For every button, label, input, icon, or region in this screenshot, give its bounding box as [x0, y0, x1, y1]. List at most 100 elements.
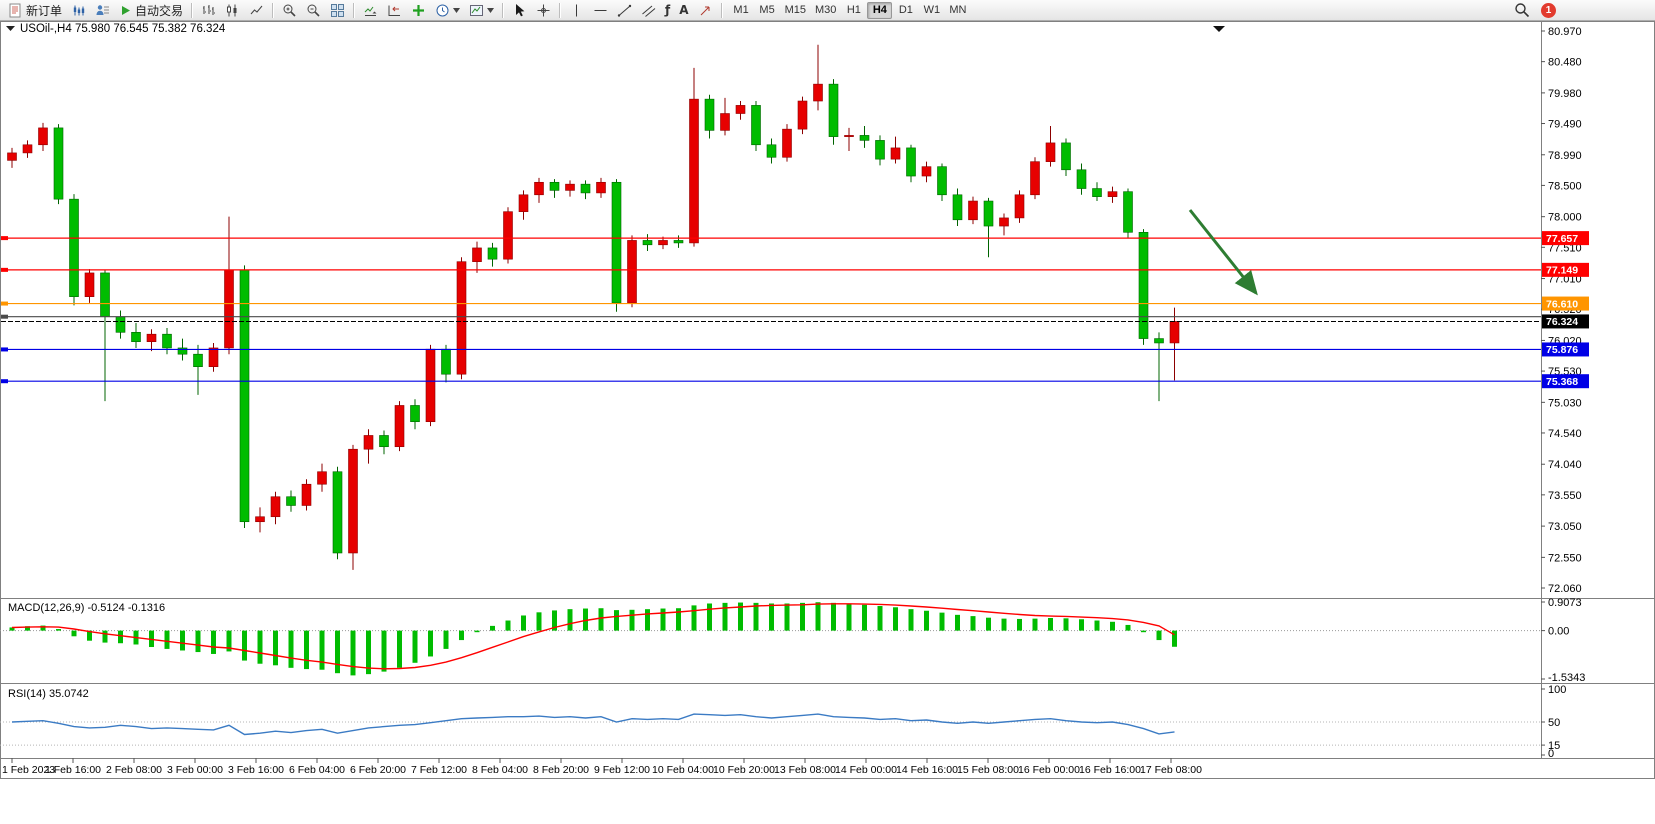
- timeframe-h1[interactable]: H1: [841, 2, 866, 19]
- vertical-line-button[interactable]: [565, 1, 588, 20]
- toolbar-separator: [502, 2, 505, 18]
- candlestick-chart-icon: [227, 4, 237, 16]
- svg-text:15: 15: [1548, 740, 1560, 752]
- macd-signal-line: [11, 603, 1175, 670]
- svg-text:1 Feb 16:00: 1 Feb 16:00: [45, 764, 101, 776]
- svg-text:-1.5343: -1.5343: [1548, 672, 1585, 684]
- svg-text:74.040: 74.040: [1548, 459, 1582, 471]
- indicators-button[interactable]: [407, 1, 430, 20]
- hline-77.149[interactable]: 77.149: [1, 262, 1589, 277]
- svg-text:79.490: 79.490: [1548, 119, 1582, 131]
- current-price-line: 76.324: [1, 314, 1589, 329]
- svg-text:75.030: 75.030: [1548, 397, 1582, 409]
- svg-text:72.060: 72.060: [1548, 583, 1582, 595]
- hline-77.657[interactable]: 77.657: [1, 231, 1589, 246]
- svg-text:76.324: 76.324: [1546, 316, 1578, 328]
- hline-75.368[interactable]: 75.368: [1, 374, 1589, 389]
- macd-pane: 0.9073 0.00 -1.5343 MACD(12,26,9) -0.5124 -…: [0, 597, 1585, 684]
- toolbar-separator: [191, 2, 194, 18]
- timeframe-toolbar: M1 M5 M15 M30 H1 H4 D1 W1 MN: [729, 1, 971, 19]
- svg-text:10 Feb 20:00: 10 Feb 20:00: [713, 764, 775, 776]
- svg-text:1 Feb 2023: 1 Feb 2023: [2, 764, 55, 776]
- search-button[interactable]: [1510, 1, 1534, 20]
- candlestick-chart-button[interactable]: [221, 1, 244, 20]
- tile-windows-button[interactable]: [326, 1, 349, 20]
- timeframe-m5[interactable]: M5: [755, 2, 780, 19]
- svg-text:73.050: 73.050: [1548, 521, 1582, 533]
- fibonacci-button[interactable]: ƒ: [661, 1, 674, 20]
- template-chart-icon: [470, 4, 484, 16]
- svg-text:78.500: 78.500: [1548, 180, 1582, 192]
- crosshair-button[interactable]: [532, 1, 555, 20]
- periods-button[interactable]: [431, 1, 464, 20]
- cursor-button[interactable]: [508, 1, 531, 20]
- toolbar: 新订单 自动交易: [0, 0, 1655, 21]
- timeframe-m1[interactable]: M1: [729, 2, 754, 19]
- svg-text:100: 100: [1548, 684, 1566, 696]
- svg-text:72.550: 72.550: [1548, 552, 1582, 564]
- trend-arrow[interactable]: [1188, 209, 1258, 296]
- svg-text:9 Feb 12:00: 9 Feb 12:00: [594, 764, 650, 776]
- templates-button[interactable]: [465, 1, 498, 20]
- chart-shift-button[interactable]: [383, 1, 406, 20]
- search-icon: [1515, 3, 1530, 18]
- svg-text:13 Feb 08:00: 13 Feb 08:00: [774, 764, 836, 776]
- dropdown-caret-icon: [453, 7, 461, 13]
- trendline-icon: [617, 4, 632, 17]
- scroll-end-marker[interactable]: [1213, 26, 1225, 32]
- svg-text:6 Feb 20:00: 6 Feb 20:00: [350, 764, 406, 776]
- charts-window-button[interactable]: [67, 1, 90, 20]
- toolbar-separator: [720, 2, 723, 18]
- toolbar-separator: [272, 2, 275, 18]
- svg-text:0.00: 0.00: [1548, 626, 1569, 638]
- svg-text:79.980: 79.980: [1548, 88, 1582, 100]
- timeframe-d1[interactable]: D1: [893, 2, 918, 19]
- chart-canvas[interactable]: 80.970 80.480 79.980 79.490 78.990 78.500 78.0…: [0, 21, 1655, 824]
- channel-button[interactable]: [637, 1, 660, 20]
- svg-text:77.510: 77.510: [1548, 242, 1582, 254]
- indicators-plus-icon: [413, 4, 425, 16]
- svg-text:8 Feb 20:00: 8 Feb 20:00: [533, 764, 589, 776]
- timeframe-w1[interactable]: W1: [919, 2, 944, 19]
- new-order-button[interactable]: 新订单: [4, 1, 66, 20]
- notification-badge[interactable]: 1: [1541, 2, 1556, 18]
- chart-window-icon: [73, 5, 85, 15]
- svg-text:15 Feb 08:00: 15 Feb 08:00: [957, 764, 1019, 776]
- new-order-icon: [9, 3, 21, 17]
- arrow-tool-icon: [700, 6, 710, 15]
- toolbar-separator: [559, 2, 562, 18]
- vertical-line-icon: [576, 4, 578, 16]
- hline-76.610[interactable]: 76.610: [1, 296, 1589, 311]
- auto-scroll-button[interactable]: [359, 1, 382, 20]
- timeframe-m30[interactable]: M30: [811, 2, 840, 19]
- tile-windows-icon: [331, 3, 345, 17]
- trendline-button[interactable]: [613, 1, 636, 20]
- arrows-tool-button[interactable]: [694, 1, 717, 20]
- svg-text:6 Feb 04:00: 6 Feb 04:00: [289, 764, 345, 776]
- horizontal-line-button[interactable]: [589, 1, 612, 20]
- timeframe-h4[interactable]: H4: [867, 1, 893, 19]
- svg-text:14 Feb 16:00: 14 Feb 16:00: [896, 764, 958, 776]
- zoom-out-button[interactable]: [302, 1, 325, 20]
- hline-76.4[interactable]: [1, 314, 1541, 319]
- auto-trading-button[interactable]: 自动交易: [115, 1, 187, 20]
- zoom-in-button[interactable]: [278, 1, 301, 20]
- dropdown-caret-icon: [487, 7, 495, 13]
- line-chart-button[interactable]: [245, 1, 268, 20]
- auto-trading-label: 自动交易: [135, 3, 184, 18]
- rsi-label: RSI(14) 35.0742: [8, 688, 89, 700]
- market-watch-icon: [96, 4, 110, 15]
- chart-title: USOil-,H4 75.980 76.545 75.382 76.324: [6, 23, 226, 35]
- timeframe-mn[interactable]: MN: [945, 2, 970, 19]
- rsi-line: [11, 713, 1175, 736]
- text-tool-button[interactable]: A: [675, 1, 692, 20]
- hline-75.876[interactable]: 75.876: [1, 342, 1589, 357]
- svg-text:78.000: 78.000: [1548, 212, 1582, 224]
- market-watch-button[interactable]: [91, 1, 114, 20]
- toolbar-separator: [353, 2, 356, 18]
- bar-chart-button[interactable]: [197, 1, 220, 20]
- clock-icon: [436, 4, 449, 16]
- timeframe-m15[interactable]: M15: [781, 2, 810, 19]
- svg-text:2 Feb 08:00: 2 Feb 08:00: [106, 764, 162, 776]
